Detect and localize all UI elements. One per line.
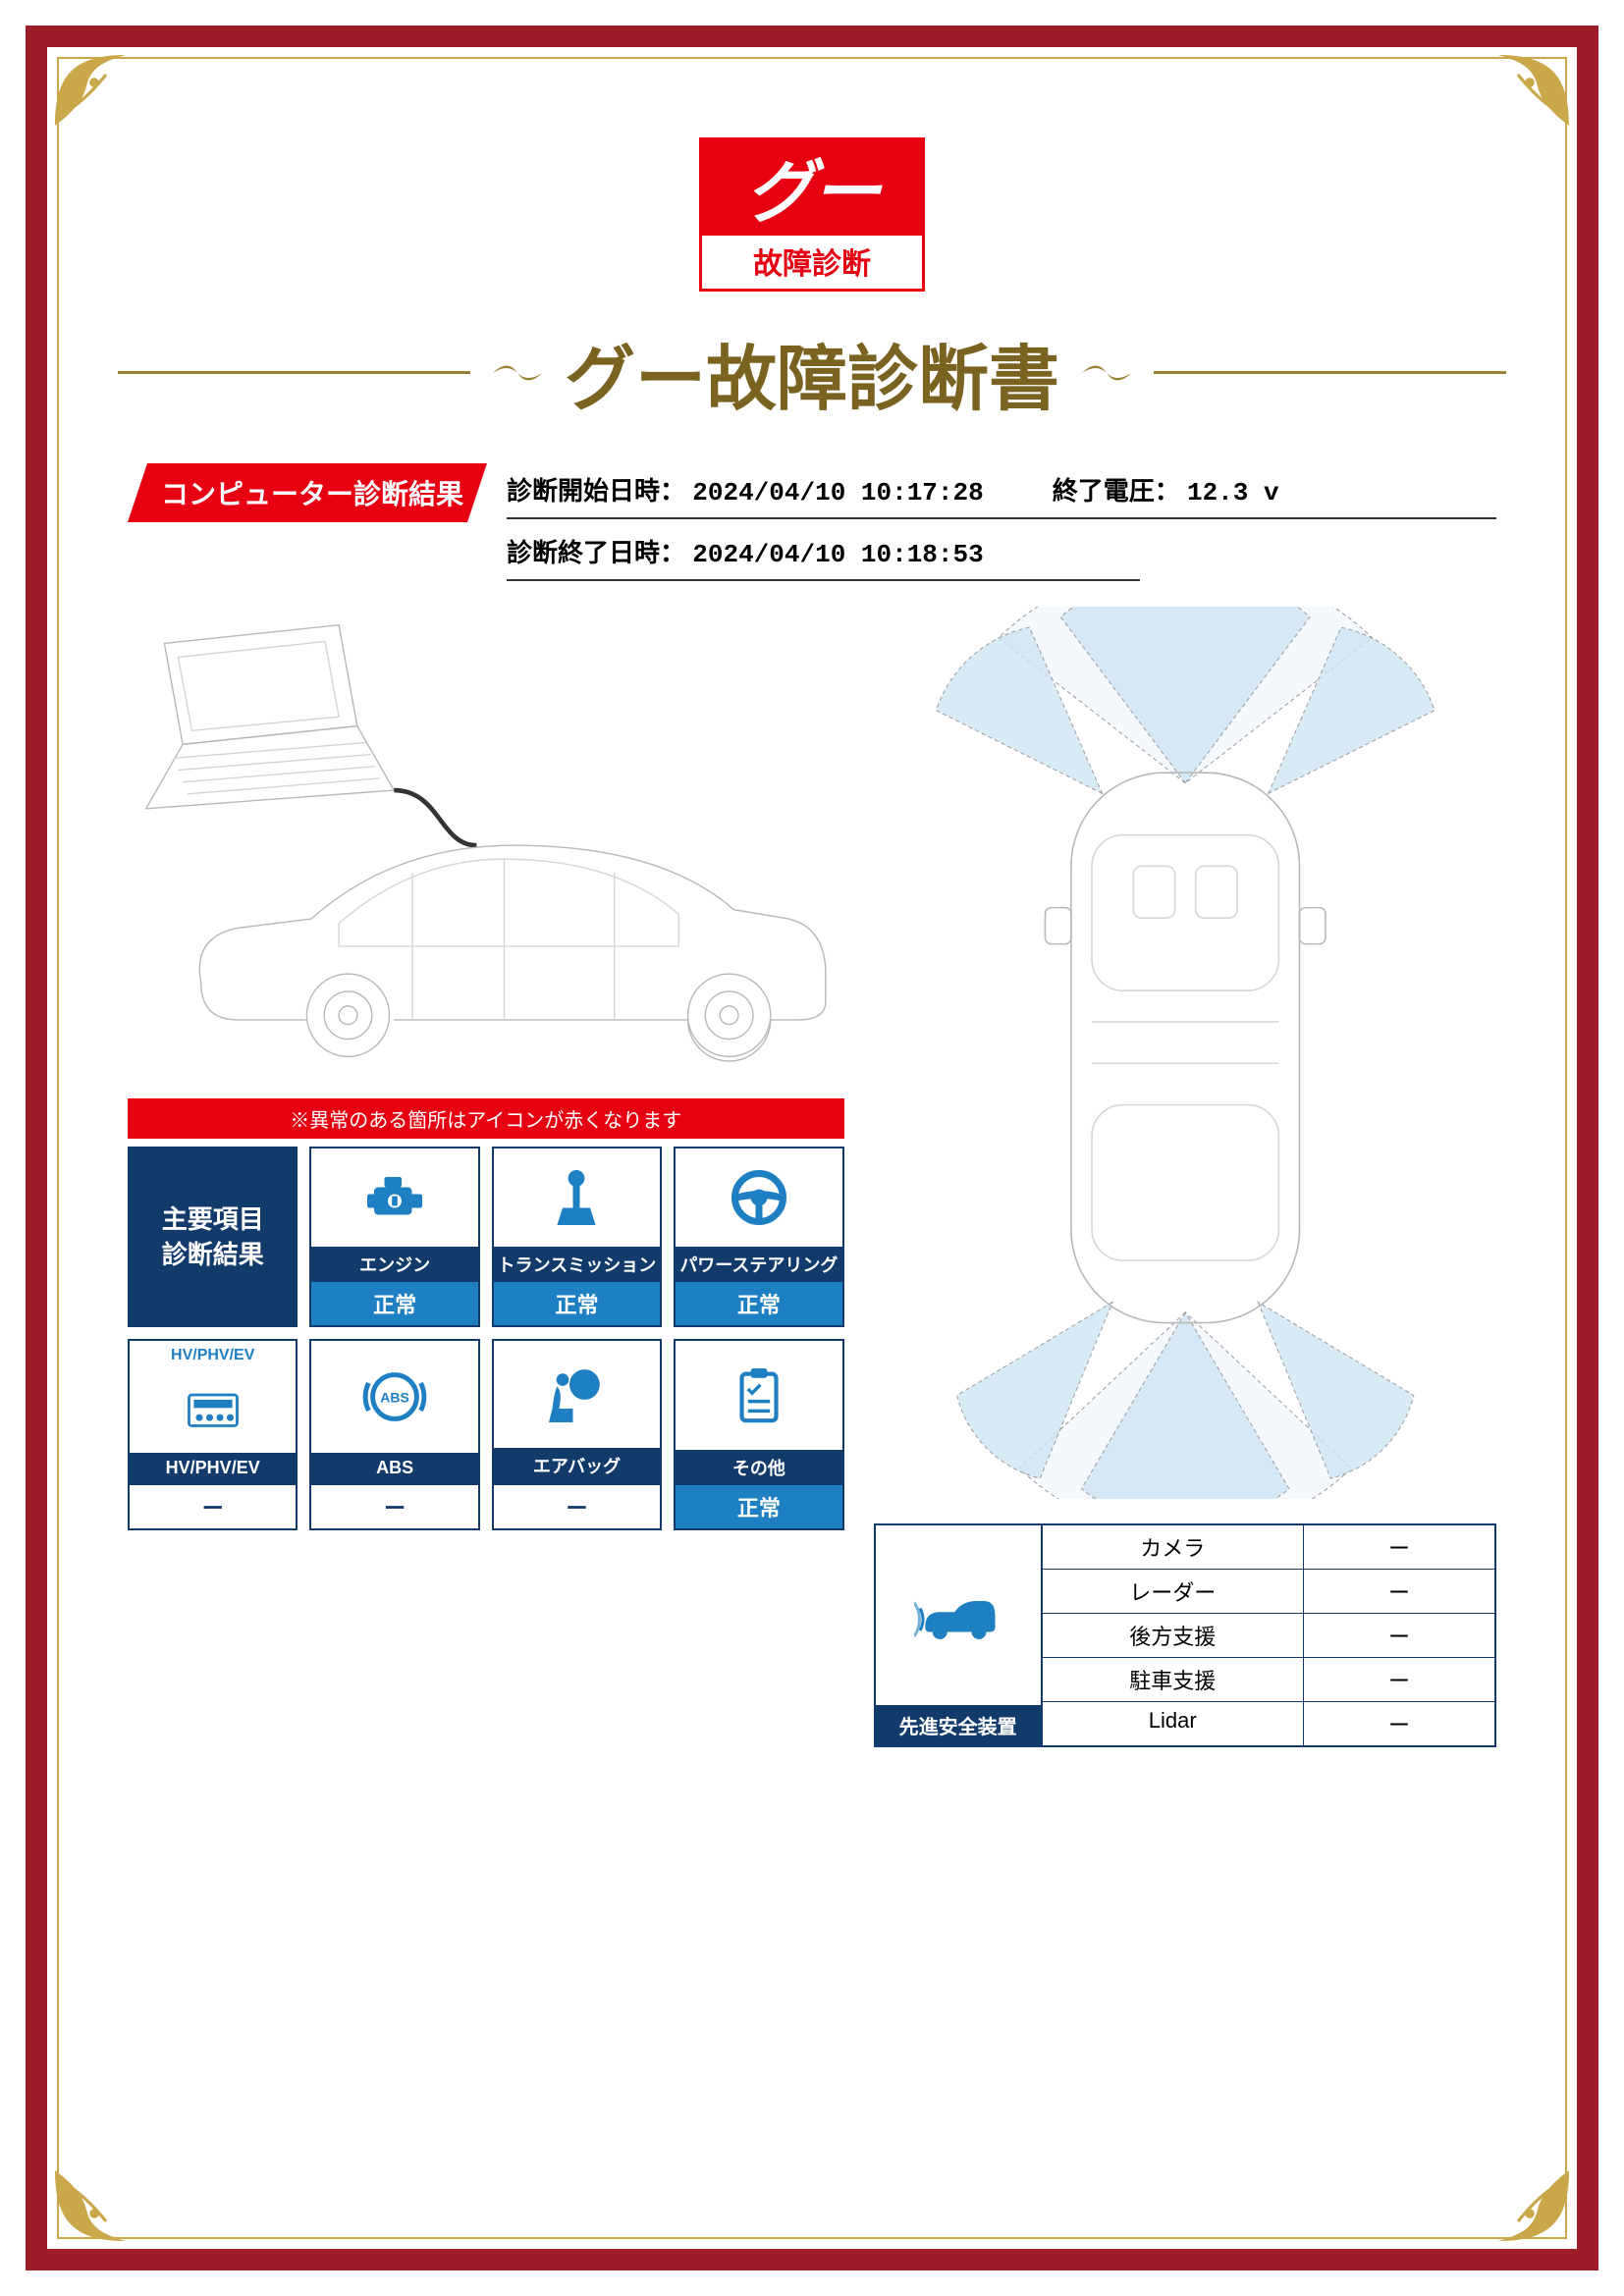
card-engine: エンジン 正常 <box>309 1147 479 1327</box>
safety-value: ー <box>1304 1702 1494 1745</box>
abs-icon: ABS <box>311 1341 477 1453</box>
info-row-end: 診断終了日時： 2024/04/10 10:18:53 <box>507 525 1140 581</box>
icon-legend-note: ※異常のある箇所はアイコンが赤くなります <box>128 1098 844 1139</box>
document-title-banner: グー故障診断書 <box>118 321 1506 424</box>
safety-row: カメラー <box>1043 1525 1494 1570</box>
end-value: 2024/04/10 10:18:53 <box>692 540 983 569</box>
card-transmission: トランスミッション 正常 <box>492 1147 662 1327</box>
document-title: グー故障診断書 <box>565 321 1059 424</box>
car-side-diagram <box>128 607 844 1084</box>
card-label: ABS <box>311 1453 477 1483</box>
section-tag: コンピューター診断結果 <box>128 463 487 522</box>
end-label: 診断終了日時： <box>507 538 685 567</box>
safety-value: ー <box>1304 1525 1494 1569</box>
car-sensor-icon <box>876 1525 1041 1705</box>
title-rule <box>118 371 470 374</box>
title-ornament-icon <box>1077 358 1136 388</box>
card-status: 正常 <box>676 1282 841 1325</box>
hv-top-text: HV/PHV/EV <box>130 1341 296 1364</box>
card-abs: ABS ABS ー <box>309 1339 479 1530</box>
safety-row: Lidarー <box>1043 1702 1494 1745</box>
card-label: エアバッグ <box>494 1448 660 1483</box>
safety-name: Lidar <box>1043 1702 1304 1745</box>
start-value: 2024/04/10 10:17:28 <box>692 478 983 507</box>
safety-row: 駐車支援ー <box>1043 1658 1494 1702</box>
hv-icon <box>130 1364 296 1453</box>
safety-name: カメラ <box>1043 1525 1304 1569</box>
card-steering: パワーステアリング 正常 <box>674 1147 843 1327</box>
card-status: 正常 <box>494 1282 660 1325</box>
brand-name: グー <box>699 137 925 236</box>
safety-name: 駐車支援 <box>1043 1658 1304 1701</box>
brand-subtitle: 故障診断 <box>699 236 925 292</box>
card-other: その他 正常 <box>674 1339 843 1530</box>
safety-value: ー <box>1304 1614 1494 1657</box>
card-label: HV/PHV/EV <box>130 1453 296 1483</box>
safety-name: レーダー <box>1043 1570 1304 1613</box>
engine-icon <box>311 1148 477 1247</box>
grid-header-label: 主要項目 診断結果 <box>162 1201 264 1273</box>
safety-row: 後方支援ー <box>1043 1614 1494 1658</box>
card-label: トランスミッション <box>494 1247 660 1282</box>
safety-value: ー <box>1304 1658 1494 1701</box>
diagnosis-icon-grid: 主要項目 診断結果 エンジン 正常 トランスミッション 正常 パワーステアリング… <box>128 1147 844 1530</box>
voltage-label: 終了電圧： <box>1053 476 1180 506</box>
airbag-icon <box>494 1341 660 1448</box>
safety-name: 後方支援 <box>1043 1614 1304 1657</box>
title-rule <box>1154 371 1506 374</box>
card-status: ー <box>494 1483 660 1528</box>
brand-logo: グー 故障診断 <box>699 137 925 292</box>
start-label: 診断開始日時： <box>507 476 685 506</box>
steering-icon <box>676 1148 841 1247</box>
card-hv: HV/PHV/EV HV/PHV/EV ー <box>128 1339 298 1530</box>
safety-value: ー <box>1304 1570 1494 1613</box>
grid-header-main: 主要項目 診断結果 <box>128 1147 298 1327</box>
info-row-start: 診断開始日時： 2024/04/10 10:17:28 終了電圧： 12.3 v <box>507 463 1496 519</box>
car-top-sensor-diagram <box>874 607 1496 1499</box>
safety-row: レーダーー <box>1043 1570 1494 1614</box>
svg-text:ABS: ABS <box>380 1390 409 1406</box>
title-ornament-icon <box>488 358 547 388</box>
card-status: ー <box>130 1483 296 1528</box>
card-status: ー <box>311 1483 477 1528</box>
card-label: その他 <box>676 1450 841 1485</box>
card-label: パワーステアリング <box>676 1247 841 1282</box>
card-status: 正常 <box>676 1485 841 1528</box>
clipboard-icon <box>676 1341 841 1450</box>
safety-caption: 先進安全装置 <box>876 1705 1041 1745</box>
transmission-icon <box>494 1148 660 1247</box>
voltage-value: 12.3 v <box>1187 478 1279 507</box>
safety-equipment-table: 先進安全装置 カメラー レーダーー 後方支援ー 駐車支援ー Lidarー <box>874 1523 1496 1747</box>
card-label: エンジン <box>311 1247 477 1282</box>
card-status: 正常 <box>311 1282 477 1325</box>
card-airbag: エアバッグ ー <box>492 1339 662 1530</box>
